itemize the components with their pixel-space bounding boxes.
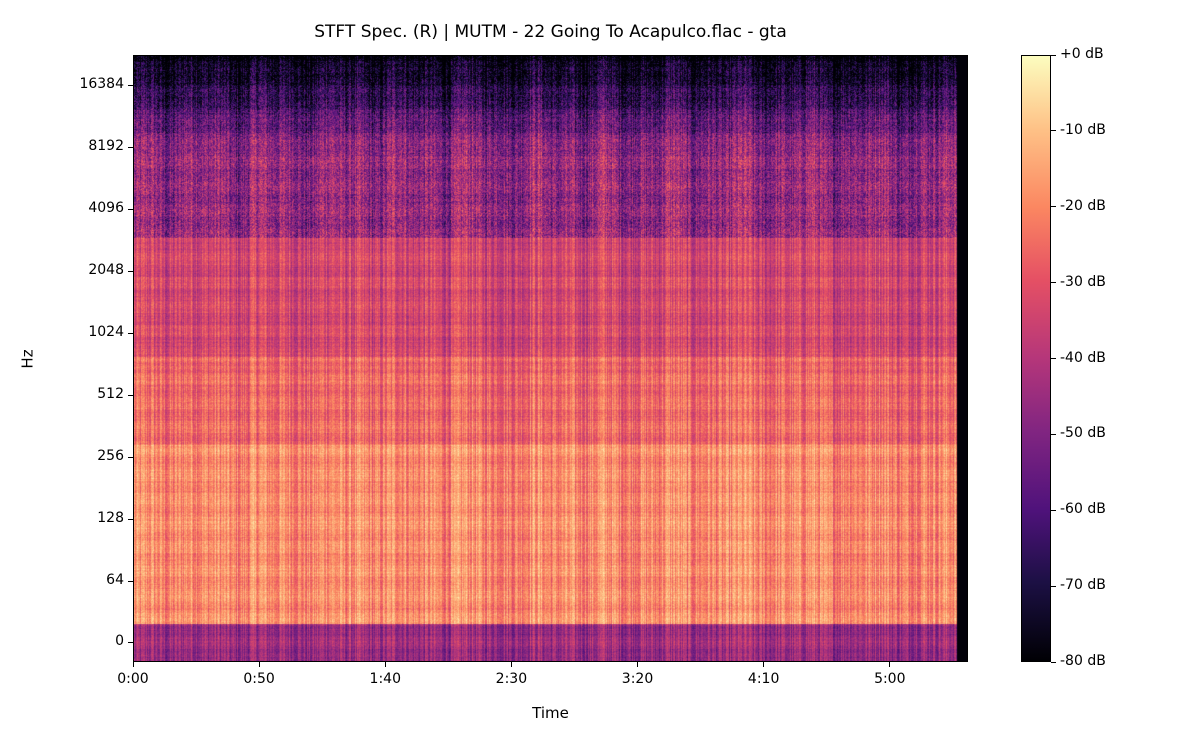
y-tick-label: 64 [106,572,124,588]
x-tick-mark [258,662,260,667]
colorbar-tick-mark [1051,282,1056,284]
y-tick-mark [128,580,133,582]
colorbar-tick-mark [1051,509,1056,511]
y-tick-mark [128,394,133,396]
x-tick-mark [132,662,134,667]
colorbar-tick-label: +0 dB [1060,46,1104,62]
x-tick-label: 0:50 [243,671,275,687]
x-tick-label: 2:30 [495,671,528,687]
colorbar-tick-mark [1051,661,1056,663]
colorbar-tick-label: -50 dB [1060,425,1106,442]
y-tick-label: 8192 [88,138,124,154]
x-tick-mark [510,662,512,667]
colorbar-tick-label: -80 dB [1060,653,1106,669]
y-tick-mark [128,518,133,520]
colorbar-tick-mark [1051,433,1056,435]
colorbar [1021,55,1051,662]
spectrogram-plot [133,55,968,662]
y-tick-label: 512 [97,386,124,402]
colorbar-tick-label: -20 dB [1060,197,1106,214]
colorbar-tick-label: -30 dB [1060,273,1106,290]
y-tick-label: 1024 [88,324,124,340]
colorbar-tick-label: -60 dB [1060,501,1106,518]
y-tick-label: 256 [97,448,124,464]
y-tick-label: 2048 [88,262,124,278]
x-tick-mark [763,662,765,667]
y-tick-mark [128,332,133,334]
y-axis-label: Hz [18,349,37,369]
y-tick-mark [128,270,133,272]
y-tick-label: 4096 [88,200,124,216]
colorbar-tick-mark [1051,54,1056,56]
y-tick-mark [128,641,133,643]
x-tick-label: 5:00 [874,671,906,687]
colorbar-tick-label: -70 dB [1060,577,1106,594]
spectrogram-heatmap [134,56,967,661]
colorbar-tick-label: -40 dB [1060,349,1106,366]
colorbar-tick-mark [1051,358,1056,359]
x-tick-mark [384,662,386,667]
colorbar-tick-label: -10 dB [1060,121,1106,138]
chart-title: STFT Spec. (R) | MUTM - 22 Going To Acap… [314,22,787,42]
y-tick-mark [128,146,133,148]
y-tick-mark [128,456,133,458]
x-tick-mark [637,662,639,667]
x-tick-label: 0:00 [117,671,149,687]
y-tick-label: 0 [115,633,124,649]
x-tick-mark [889,662,891,667]
y-tick-label: 128 [97,510,124,526]
colorbar-tick-mark [1051,206,1056,208]
x-tick-label: 3:20 [621,671,654,687]
colorbar-tick-mark [1051,130,1056,132]
y-tick-mark [128,84,133,86]
colorbar-tick-mark [1051,585,1056,587]
y-tick-mark [128,208,133,210]
x-tick-label: 4:10 [747,671,780,687]
x-tick-label: 1:40 [369,671,401,687]
x-axis-label: Time [532,704,569,722]
y-tick-label: 16384 [79,76,124,92]
